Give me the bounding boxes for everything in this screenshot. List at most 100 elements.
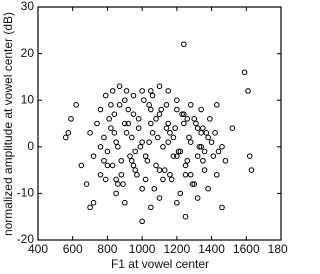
point (187, 139, 194, 145)
point (177, 190, 184, 197)
point (148, 88, 154, 94)
point (177, 148, 184, 155)
point (83, 181, 90, 187)
point (193, 120, 199, 127)
point (229, 125, 236, 131)
point (139, 218, 145, 225)
point (111, 130, 118, 136)
point (174, 97, 180, 103)
point (181, 41, 187, 48)
point (97, 144, 104, 150)
point (90, 199, 97, 206)
point (203, 130, 210, 136)
x-tick-label: 1200 (164, 242, 191, 256)
point (156, 83, 163, 90)
point (148, 204, 154, 211)
point (148, 106, 154, 113)
y-tick-label: 10 (21, 92, 35, 106)
point (73, 102, 79, 108)
point (68, 116, 74, 122)
point (121, 199, 128, 206)
point (241, 69, 248, 76)
point (160, 176, 166, 183)
point (174, 199, 180, 206)
point (132, 167, 138, 173)
point (191, 116, 198, 122)
point (149, 92, 156, 99)
point (163, 102, 170, 108)
point (97, 171, 104, 178)
point (108, 102, 114, 108)
point (148, 120, 154, 127)
y-tick-label: 20 (21, 46, 35, 60)
y-axis-label: normalized amplitude at vowel center (dB… (1, 12, 15, 236)
point (187, 171, 194, 178)
point (172, 125, 178, 131)
point (198, 144, 204, 150)
point (130, 162, 137, 169)
point (165, 88, 171, 94)
point (102, 176, 109, 183)
point (118, 157, 125, 164)
point (165, 139, 171, 145)
point (222, 157, 229, 164)
y-tick-label: 30 (21, 0, 35, 13)
point (141, 97, 147, 103)
point (201, 148, 208, 155)
point (205, 134, 211, 141)
point (113, 139, 119, 145)
point (137, 144, 144, 150)
point (182, 162, 189, 169)
point (101, 157, 107, 164)
point (219, 204, 225, 211)
point (139, 139, 145, 145)
point (130, 111, 137, 117)
point (154, 134, 161, 141)
point (174, 106, 180, 113)
x-tick-label: 800 (97, 242, 117, 256)
point (109, 88, 116, 94)
point (181, 120, 187, 127)
y-tick-label: -20 (17, 232, 35, 246)
point (142, 153, 149, 159)
point (104, 162, 111, 169)
point (184, 116, 191, 122)
point (161, 167, 168, 173)
x-tick-label: 600 (63, 242, 83, 256)
point (151, 185, 158, 192)
point (132, 148, 138, 155)
point (90, 153, 97, 159)
point (194, 195, 201, 201)
point (135, 116, 142, 122)
point (121, 97, 128, 103)
point (163, 125, 170, 131)
point (175, 148, 182, 155)
x-tick-label: 1000 (129, 242, 156, 256)
point (101, 134, 107, 141)
point (194, 125, 201, 131)
point (198, 106, 204, 113)
point (94, 120, 100, 127)
point (142, 176, 149, 183)
point (116, 102, 123, 108)
point (78, 162, 85, 169)
point (156, 195, 163, 201)
y-tick-label: 0 (27, 139, 34, 153)
chart: F1 at vowel center normalized amplitude … (1, 0, 288, 271)
point (184, 157, 191, 164)
point (135, 125, 142, 131)
point (104, 148, 111, 155)
x-tick-label: 1400 (198, 242, 225, 256)
point (113, 176, 119, 183)
point (111, 111, 118, 117)
point (108, 125, 114, 131)
point (213, 102, 220, 108)
point (200, 125, 206, 131)
x-tick-label: 400 (28, 242, 48, 256)
point (113, 190, 119, 197)
point (153, 162, 159, 169)
point (160, 144, 166, 150)
point (170, 134, 177, 141)
point (121, 120, 128, 127)
point (201, 167, 208, 173)
